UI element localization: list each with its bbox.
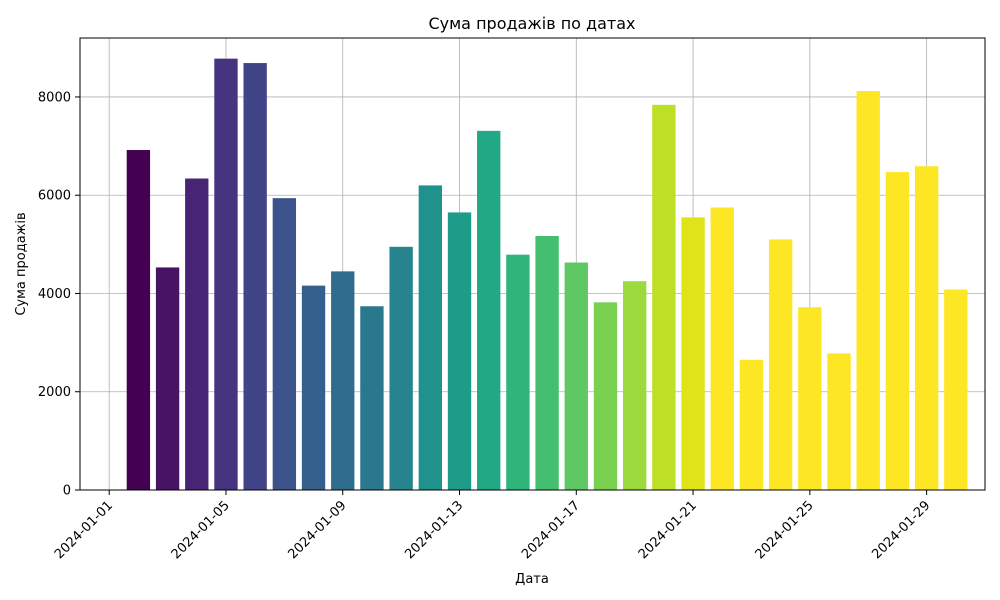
x-tick-label: 2024-01-21 [636,498,700,562]
bar-2024-01-14 [477,130,501,491]
bar-2024-01-05 [214,58,238,491]
bar-2024-01-25 [798,307,822,490]
bar-2024-01-26 [827,353,851,490]
bar-2024-01-20 [652,104,676,491]
bars [126,58,968,491]
x-tick-label: 2024-01-17 [519,498,583,562]
bar-2024-01-07 [272,198,297,490]
bar-2024-01-04 [185,178,209,490]
x-axis-label: Дата [515,572,549,587]
bar-2024-01-19 [623,281,647,490]
bar-2024-01-06 [243,63,267,491]
bar-2024-01-10 [360,306,384,490]
x-tick-label: 2024-01-25 [753,498,817,562]
y-tick-label: 6000 [38,189,71,204]
bar-2024-01-27 [856,91,880,491]
x-tick-label: 2024-01-29 [869,498,933,562]
bar-2024-01-29 [914,166,939,490]
bar-2024-01-17 [564,262,588,490]
y-tick-label: 8000 [38,90,71,105]
x-tick-label: 2024-01-13 [402,498,466,562]
bar-2024-01-11 [389,246,413,490]
bar-2024-01-28 [885,172,910,490]
y-tick-label: 2000 [38,385,71,400]
chart-title: Сума продажів по датах [428,14,635,33]
y-tick-label: 0 [63,484,71,499]
y-axis: 0 2000 4000 6000 8000 [38,90,80,499]
bar-2024-01-18 [593,302,618,490]
bar-2024-01-22 [710,207,734,490]
x-axis: 2024-01-01 2024-01-05 2024-01-09 2024-01-13… [52,490,933,562]
bar-2024-01-03 [155,267,180,490]
bar-2024-01-02 [126,150,151,490]
bar-2024-01-30 [944,289,968,490]
bar-2024-01-24 [768,239,793,490]
plot-frame [79,37,986,491]
bar-2024-01-16 [535,235,559,490]
bar-2024-01-08 [301,285,326,490]
bar-2024-01-23 [739,359,764,490]
y-tick-label: 4000 [38,287,71,302]
x-tick-label: 2024-01-05 [169,498,233,562]
x-tick-label: 2024-01-01 [52,498,116,562]
bar-2024-01-12 [418,185,442,491]
bar-2024-01-09 [331,271,355,490]
x-tick-label: 2024-01-09 [286,498,350,562]
bar-2024-01-15 [506,254,530,490]
y-axis-label: Сума продажів [14,212,29,315]
bar-2024-01-13 [447,212,472,491]
bar-2024-01-21 [681,217,705,490]
